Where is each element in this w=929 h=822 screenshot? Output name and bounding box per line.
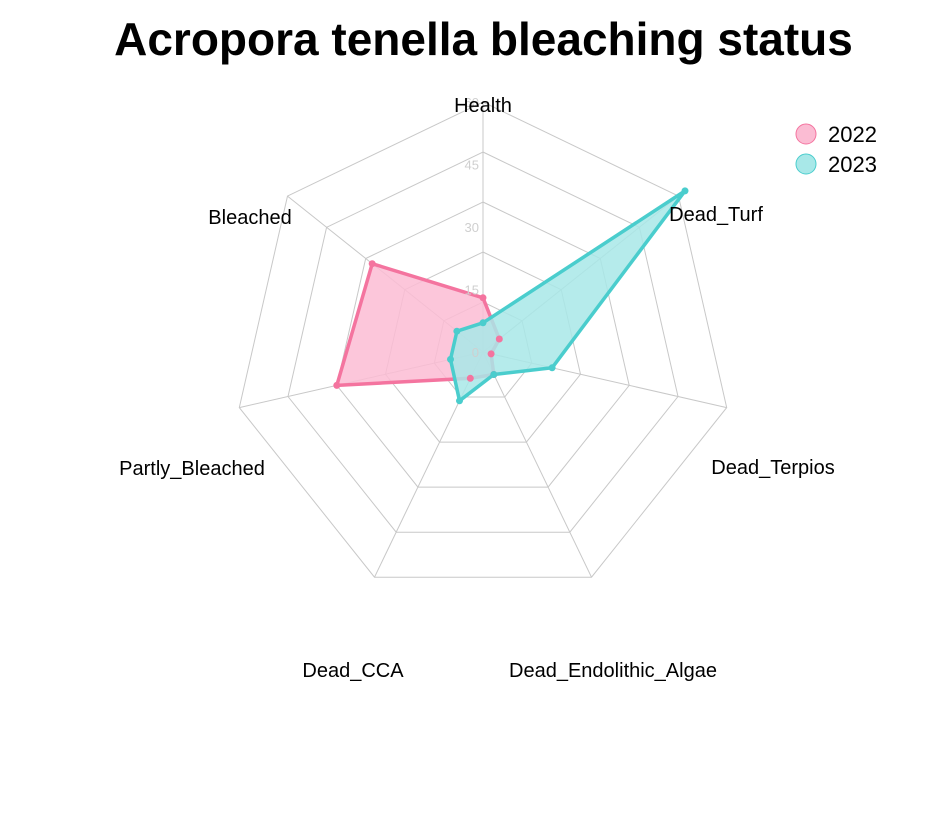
series-2022-point-Dead_Terpios xyxy=(487,350,495,358)
legend-swatch-2022 xyxy=(795,123,817,145)
axis-label-Partly_Bleached: Partly_Bleached xyxy=(119,458,265,480)
series-2022-point-Partly_Bleached xyxy=(333,381,341,389)
series-2023-point-Dead_Turf xyxy=(681,187,689,195)
series-2023-point-Partly_Bleached xyxy=(447,355,454,363)
legend-label-2023: 2023 xyxy=(828,152,877,177)
grid-ring-4 xyxy=(287,151,679,533)
grid-spoke-4 xyxy=(482,351,592,578)
legend-swatch-2023 xyxy=(795,153,817,175)
series-2023-area xyxy=(448,189,687,403)
tick-label-0: 0 xyxy=(472,345,479,360)
axis-label-Bleached: Bleached xyxy=(208,207,291,229)
grid-ring-5 xyxy=(238,101,728,578)
series-2023-point-Dead_Terpios xyxy=(548,364,556,372)
axis-label-Health: Health xyxy=(454,95,512,117)
tick-label-45: 45 xyxy=(465,158,479,173)
series-2023-point-Bleached xyxy=(453,327,461,335)
chart-title: Acropora tenella bleaching status xyxy=(114,13,853,65)
series-2023-point-Dead_CCA xyxy=(456,397,463,405)
series-2023-point-Dead_Endolithic_Algae xyxy=(490,371,498,378)
radar-series xyxy=(333,187,689,405)
radial-tick-labels: 0 15 30 45 60 xyxy=(465,95,479,360)
series-2023-point-Health xyxy=(479,319,487,327)
axis-label-Dead_Turf: Dead_Turf xyxy=(669,204,763,226)
axis-label-Dead_CCA: Dead_CCA xyxy=(302,660,404,682)
series-2022-point-Health xyxy=(479,294,487,302)
axis-label-Dead_Endolithic_Algae: Dead_Endolithic_Algae xyxy=(509,660,717,682)
legend-label-2022: 2022 xyxy=(828,122,877,147)
tick-label-60: 60 xyxy=(465,95,479,110)
legend: 2022 2023 xyxy=(795,122,877,177)
tick-label-30: 30 xyxy=(465,220,479,235)
series-2022-point-Dead_CCA xyxy=(466,374,474,382)
axis-labels: Health Dead_Turf Dead_Terpios Dead_Endolith… xyxy=(119,95,835,682)
series-2022-point-Dead_Turf xyxy=(495,335,503,343)
tick-label-15: 15 xyxy=(465,283,479,298)
series-2022-point-Bleached xyxy=(368,260,376,268)
axis-label-Dead_Terpios: Dead_Terpios xyxy=(711,457,834,479)
